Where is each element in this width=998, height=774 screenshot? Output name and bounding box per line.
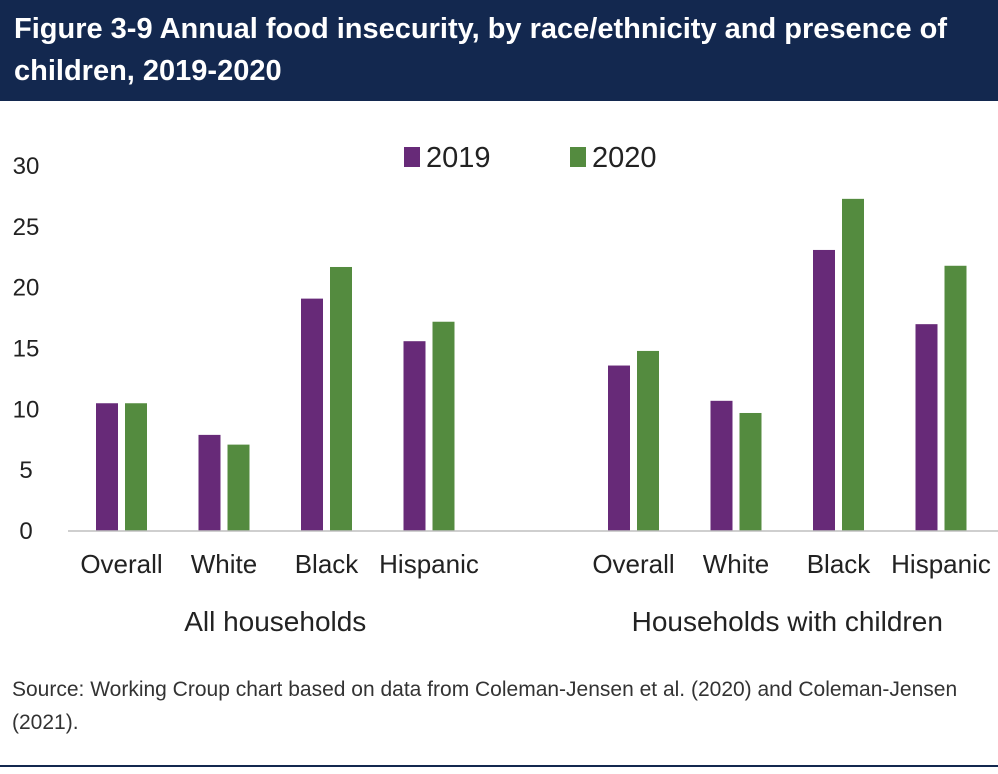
x-tick-label: Hispanic (379, 549, 479, 579)
legend-label-2020: 2020 (592, 142, 657, 174)
bar-2019-overall-all (96, 403, 118, 531)
bar-chart: 2019 2020 0 5 10 15 20 25 30 Overall White Black H… (13, 142, 998, 637)
y-tick-label: 20 (13, 275, 40, 302)
bar-2020-hispanic-children (944, 265, 967, 531)
bar-2020-white-all (227, 444, 250, 531)
x-axis: Overall White Black Hispanic All households O… (68, 530, 998, 637)
group-label: Households with children (632, 606, 943, 637)
bar-2020-hispanic-all (432, 321, 455, 531)
y-tick-label: 0 (19, 518, 32, 545)
bar-2020-white-children (739, 412, 762, 531)
legend: 2019 2020 (404, 142, 657, 174)
group-label: All households (184, 606, 366, 637)
x-tick-label: Black (807, 549, 872, 579)
legend-swatch-2020 (570, 147, 586, 167)
bars (96, 198, 967, 531)
y-tick-label: 25 (13, 214, 40, 241)
bottom-rule (0, 765, 998, 767)
y-tick-label: 30 (13, 153, 40, 180)
x-tick-label: White (191, 549, 257, 579)
bar-2020-black-all (330, 266, 352, 531)
bar-2019-hispanic-all (403, 341, 426, 531)
bar-2019-white-all (198, 434, 221, 531)
bar-2019-hispanic-children (915, 324, 938, 531)
legend-swatch-2019 (404, 147, 420, 167)
y-tick-label: 15 (13, 336, 40, 363)
y-tick-label: 10 (13, 396, 40, 423)
bar-2019-black-all (301, 298, 323, 531)
x-tick-label: Overall (80, 549, 162, 579)
x-tick-label: Overall (592, 549, 674, 579)
figure-title: Figure 3-9 Annual food insecurity, by ra… (0, 0, 998, 101)
bar-2019-black-children (813, 249, 835, 531)
bar-2019-white-children (710, 400, 733, 531)
bar-2020-overall-children (637, 350, 659, 531)
source-note: Source: Working Croup chart based on dat… (12, 678, 958, 734)
x-tick-label: White (703, 549, 769, 579)
bar-2019-overall-children (608, 365, 630, 531)
bar-2020-overall-all (125, 403, 147, 531)
x-tick-label: Black (295, 549, 360, 579)
y-axis: 0 5 10 15 20 25 30 (13, 153, 40, 545)
bar-2020-black-children (842, 198, 864, 531)
y-tick-label: 5 (19, 457, 32, 484)
legend-label-2019: 2019 (426, 142, 491, 174)
x-tick-label: Hispanic (891, 549, 991, 579)
